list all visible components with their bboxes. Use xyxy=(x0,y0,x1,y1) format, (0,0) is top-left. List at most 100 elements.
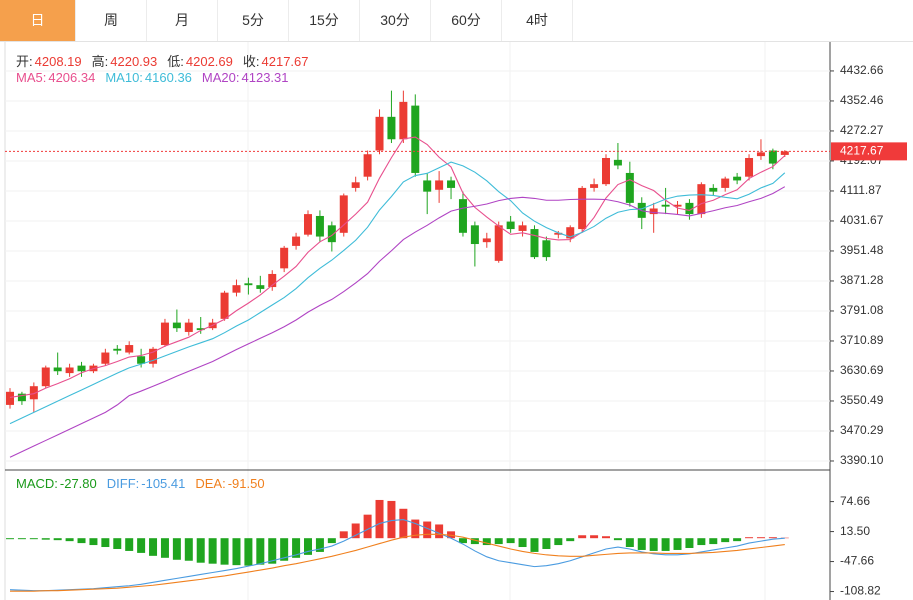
y-tick-label: 4272.27 xyxy=(840,123,884,137)
candle-body xyxy=(518,225,527,231)
period-tab[interactable]: 4时 xyxy=(502,0,573,41)
macd-bar xyxy=(29,538,38,540)
period-tab[interactable]: 月 xyxy=(147,0,218,41)
candle-body xyxy=(77,365,86,372)
macd-bar xyxy=(280,538,289,561)
macd-bar xyxy=(65,538,74,542)
candle-body xyxy=(172,322,181,329)
y-tick-label: 3550.49 xyxy=(840,393,884,407)
period-tab[interactable]: 周 xyxy=(76,0,147,41)
ma-line xyxy=(9,161,786,425)
candle-body xyxy=(268,273,277,288)
period-tab[interactable]: 日 xyxy=(0,0,76,41)
ma-name: MA10: xyxy=(105,70,143,85)
candle-body xyxy=(244,283,253,286)
macd-series-value: -91.50 xyxy=(227,476,265,491)
y-tick-label: 4111.87 xyxy=(840,183,882,197)
candle-body xyxy=(661,204,670,207)
candle-body xyxy=(6,391,14,405)
macd-bar xyxy=(232,538,241,566)
macd-bar xyxy=(745,537,754,539)
candle-body xyxy=(101,352,110,364)
candle-body xyxy=(387,116,396,140)
candle-body xyxy=(304,214,312,235)
macd-bar xyxy=(649,538,658,551)
macd-bar xyxy=(137,538,146,553)
macd-bar xyxy=(411,519,420,539)
macd-bar xyxy=(327,538,336,544)
candle-body xyxy=(375,116,384,151)
candle-body xyxy=(780,151,789,155)
macd-bar xyxy=(53,538,62,541)
candle-body xyxy=(530,229,539,258)
candle-body xyxy=(590,184,599,188)
candle-body xyxy=(482,238,491,243)
candle-body xyxy=(160,322,169,346)
macd-bar xyxy=(625,538,634,548)
macd-bar xyxy=(160,538,169,558)
macd-bar xyxy=(387,500,396,539)
candle-body xyxy=(184,322,193,332)
macd-legend: MACD: -27.80 DIFF: -105.41 DEA: -91.50 xyxy=(16,476,275,491)
y-tick-label: 3791.08 xyxy=(840,303,884,317)
candle-body xyxy=(578,187,587,230)
info-value: 4217.67 xyxy=(261,54,309,69)
candle-body xyxy=(613,159,622,166)
candle-body xyxy=(351,182,360,188)
period-tab[interactable]: 15分 xyxy=(289,0,360,41)
macd-bar xyxy=(494,538,503,545)
candle-body xyxy=(685,202,694,215)
candle-body xyxy=(673,204,682,207)
candle-body xyxy=(458,199,467,233)
y-tick-label: 13.50 xyxy=(840,524,870,538)
macd-bar xyxy=(208,538,217,564)
macd-bar xyxy=(482,538,491,546)
macd-bar xyxy=(697,538,706,546)
y-tick-label: 4352.46 xyxy=(840,93,884,107)
candle-body xyxy=(709,187,718,192)
macd-bar xyxy=(125,538,134,551)
macd-bar xyxy=(77,538,86,544)
macd-bar xyxy=(554,538,563,546)
macd-bar xyxy=(220,538,229,565)
macd-bar xyxy=(578,535,587,539)
period-tab[interactable]: 30分 xyxy=(360,0,431,41)
candle-body xyxy=(29,386,38,400)
y-tick-label: 3390.10 xyxy=(840,453,884,467)
macd-series-value: -105.41 xyxy=(141,476,186,491)
candle-body xyxy=(232,285,241,293)
candle-body xyxy=(554,232,563,235)
info-label: 开: xyxy=(16,54,33,69)
period-tabs: 日周月 5分 15分 30分 60分 4时 xyxy=(0,0,913,42)
candle-body xyxy=(125,345,134,353)
macd-bar xyxy=(339,531,348,539)
macd-name: MACD: xyxy=(16,476,58,491)
macd-bar xyxy=(304,538,312,555)
y-tick-label: 4432.66 xyxy=(840,63,884,77)
y-tick-label: 3470.29 xyxy=(840,423,884,437)
candle-body xyxy=(435,180,444,190)
period-tab[interactable]: 60分 xyxy=(431,0,502,41)
macd-bar xyxy=(244,538,253,566)
candle-body xyxy=(292,236,301,246)
candle-body xyxy=(733,176,742,181)
ohlc-info: 开: 4208.19 高: 4220.93 低: 4202.69 收: 4217.67 xyxy=(16,51,319,70)
ma-value: 4123.31 xyxy=(241,70,289,85)
candle-body xyxy=(315,215,324,237)
period-tab[interactable]: 5分 xyxy=(218,0,289,41)
macd-bar xyxy=(780,537,789,539)
ma-value: 4206.34 xyxy=(48,70,96,85)
candle-body xyxy=(327,225,336,243)
y-tick-label: -108.82 xyxy=(840,584,881,598)
macd-bar xyxy=(315,538,324,552)
macd-bar xyxy=(542,538,551,549)
info-label: 收: xyxy=(242,54,260,69)
ma-value: 4160.36 xyxy=(144,70,192,85)
candle-body xyxy=(65,367,74,374)
macd-bar xyxy=(530,538,539,552)
y-tick-label: 3630.69 xyxy=(840,363,884,377)
macd-bar xyxy=(196,538,205,563)
macd-bar xyxy=(89,538,98,546)
